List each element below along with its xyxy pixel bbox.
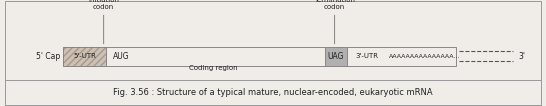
Bar xyxy=(5,1,541,80)
Text: 5'-UTR: 5'-UTR xyxy=(73,53,96,59)
Text: 5' Cap: 5' Cap xyxy=(36,52,60,61)
Text: UAG: UAG xyxy=(328,52,344,61)
Text: Initiation
codon: Initiation codon xyxy=(88,0,119,44)
Bar xyxy=(5,80,541,105)
Bar xyxy=(63,47,106,66)
Text: AUG: AUG xyxy=(113,52,129,61)
Text: 3'-UTR: 3'-UTR xyxy=(355,53,379,59)
Text: Fig. 3.56 : Structure of a typical mature, nuclear-encoded, eukaryotic mRNA: Fig. 3.56 : Structure of a typical matur… xyxy=(113,88,433,97)
Bar xyxy=(325,47,347,66)
Text: Termination
codon: Termination codon xyxy=(314,0,355,44)
Text: 3': 3' xyxy=(519,52,526,61)
Bar xyxy=(63,47,106,66)
Text: Coding region: Coding region xyxy=(188,65,238,71)
Text: AAAAAAAAAAAAAAA...: AAAAAAAAAAAAAAA... xyxy=(389,54,460,59)
Bar xyxy=(63,47,456,66)
